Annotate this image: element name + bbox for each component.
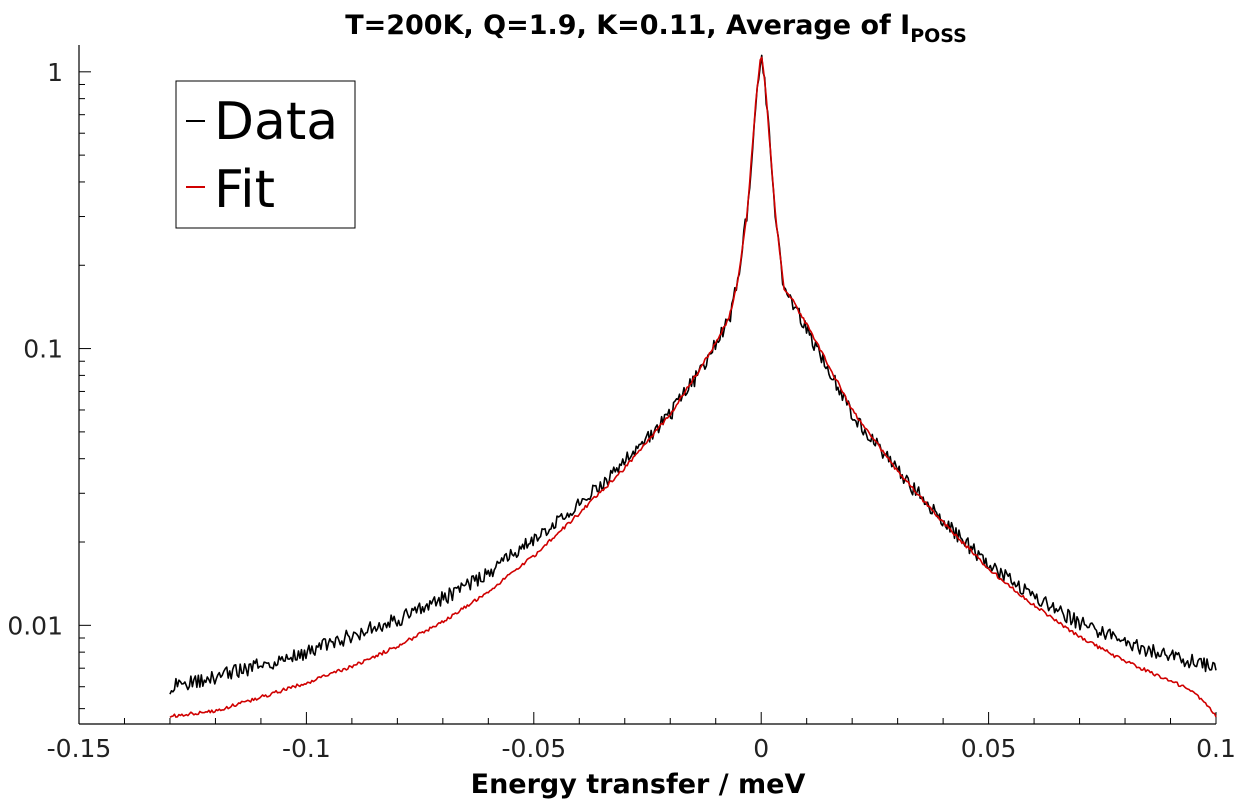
y-tick-label: 0.1 (23, 335, 63, 364)
series-line-data (169, 54, 1217, 695)
series-group (169, 54, 1217, 719)
chart-title-subscript: POSS (910, 25, 967, 47)
legend-box (175, 80, 356, 229)
legend-label-fit: Fit (214, 160, 275, 220)
x-tick-label: -0.05 (501, 734, 566, 763)
x-tick-label: -0.15 (47, 734, 112, 763)
x-tick-label: -0.1 (282, 734, 331, 763)
legend: Data Fit (175, 80, 356, 229)
x-axis-label: Energy transfer / meV (471, 769, 806, 800)
chart-title-main: T=200K, Q=1.9, K=0.11, Average of I (345, 10, 910, 41)
y-tick-label: 0.01 (7, 611, 63, 640)
x-tick-label: 0.05 (961, 734, 1017, 763)
tick-labels: -0.15 -0.1 -0.05 0 0.05 0.1 0.01 0.1 1 (7, 58, 1236, 763)
y-tick-label: 1 (47, 58, 63, 87)
ticks (78, 71, 1217, 724)
axes (78, 45, 1216, 725)
legend-label-data: Data (214, 92, 338, 152)
series-line-fit (169, 56, 1217, 719)
x-tick-label: 0.1 (1196, 734, 1236, 763)
chart-title: T=200K, Q=1.9, K=0.11, Average of IPOSS (345, 10, 967, 47)
x-tick-label: 0 (753, 734, 769, 763)
